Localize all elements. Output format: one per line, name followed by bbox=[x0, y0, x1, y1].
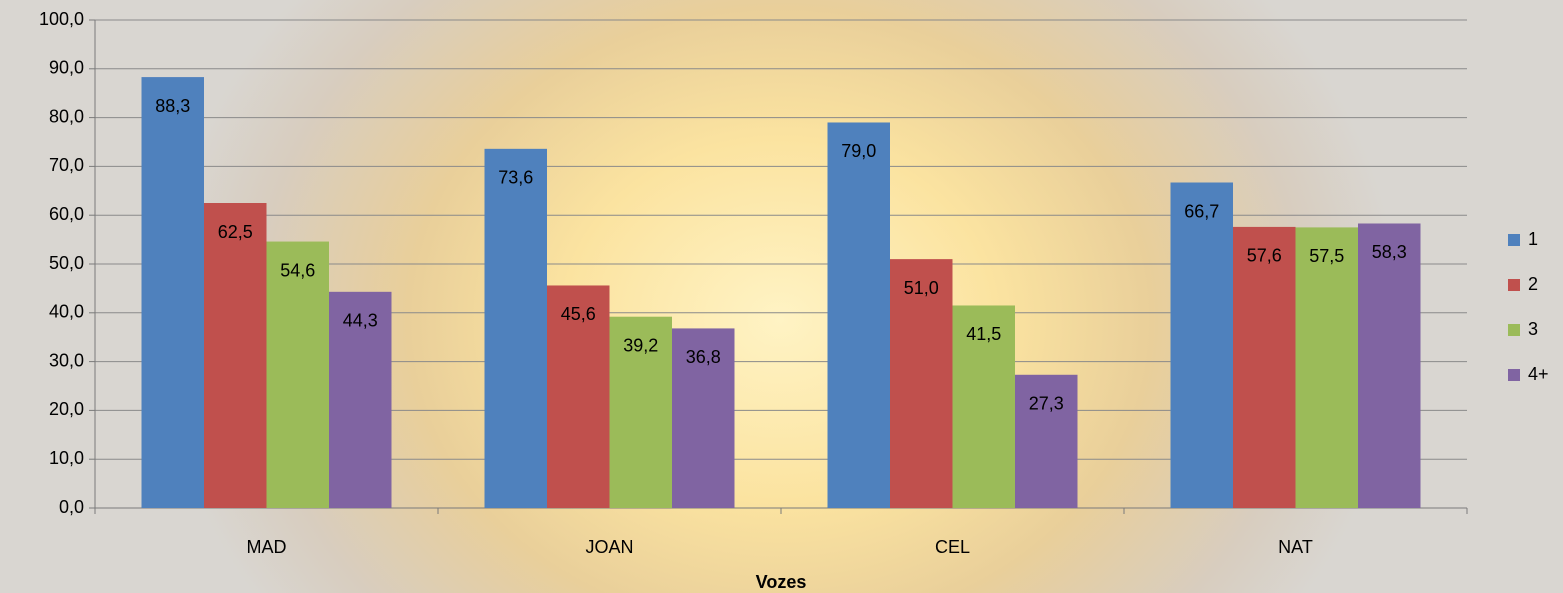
data-label: 88,3 bbox=[155, 96, 190, 116]
legend-swatch bbox=[1508, 324, 1520, 336]
data-label: 44,3 bbox=[343, 311, 378, 331]
y-tick-label: 80,0 bbox=[49, 106, 84, 126]
bar bbox=[890, 259, 953, 508]
data-label: 73,6 bbox=[498, 168, 533, 188]
bar bbox=[204, 203, 267, 508]
y-tick-label: 0,0 bbox=[59, 497, 84, 517]
legend-swatch bbox=[1508, 279, 1520, 291]
data-label: 51,0 bbox=[904, 278, 939, 298]
data-label: 39,2 bbox=[623, 335, 658, 355]
y-tick-label: 20,0 bbox=[49, 399, 84, 419]
data-label: 58,3 bbox=[1372, 242, 1407, 262]
data-label: 36,8 bbox=[686, 347, 721, 367]
data-label: 62,5 bbox=[218, 222, 253, 242]
bar bbox=[1358, 223, 1421, 508]
bar bbox=[1295, 227, 1358, 508]
bar bbox=[329, 291, 392, 508]
y-tick-label: 90,0 bbox=[49, 58, 84, 78]
data-label: 45,6 bbox=[561, 304, 596, 324]
data-label: 66,7 bbox=[1184, 201, 1219, 221]
bar bbox=[266, 241, 329, 508]
legend-label: 4+ bbox=[1528, 364, 1549, 384]
bar bbox=[1233, 226, 1296, 509]
x-tick-label: NAT bbox=[1278, 537, 1313, 557]
x-axis-title: Vozes bbox=[756, 572, 807, 592]
bar bbox=[609, 316, 672, 508]
legend-label: 1 bbox=[1528, 229, 1538, 249]
y-tick-label: 70,0 bbox=[49, 155, 84, 175]
y-tick-label: 100,0 bbox=[39, 9, 84, 29]
data-label: 57,6 bbox=[1247, 246, 1282, 266]
data-label: 57,5 bbox=[1309, 246, 1344, 266]
bar bbox=[672, 328, 735, 508]
data-label: 41,5 bbox=[966, 324, 1001, 344]
legend-label: 2 bbox=[1528, 274, 1538, 294]
x-tick-label: MAD bbox=[247, 537, 287, 557]
data-label: 27,3 bbox=[1029, 394, 1064, 414]
bar bbox=[827, 122, 890, 508]
y-tick-label: 40,0 bbox=[49, 302, 84, 322]
bar bbox=[1015, 374, 1078, 508]
data-label: 79,0 bbox=[841, 141, 876, 161]
x-tick-label: CEL bbox=[935, 537, 970, 557]
y-tick-label: 10,0 bbox=[49, 448, 84, 468]
bar bbox=[952, 305, 1015, 508]
y-tick-label: 30,0 bbox=[49, 350, 84, 370]
legend-swatch bbox=[1508, 234, 1520, 246]
x-tick-label: JOAN bbox=[585, 537, 633, 557]
y-tick-label: 50,0 bbox=[49, 253, 84, 273]
bar bbox=[547, 285, 610, 508]
bar bbox=[141, 77, 204, 508]
bar bbox=[1170, 182, 1233, 508]
bar bbox=[484, 148, 547, 508]
legend-label: 3 bbox=[1528, 319, 1538, 339]
legend-swatch bbox=[1508, 369, 1520, 381]
y-tick-label: 60,0 bbox=[49, 204, 84, 224]
data-label: 54,6 bbox=[280, 260, 315, 280]
